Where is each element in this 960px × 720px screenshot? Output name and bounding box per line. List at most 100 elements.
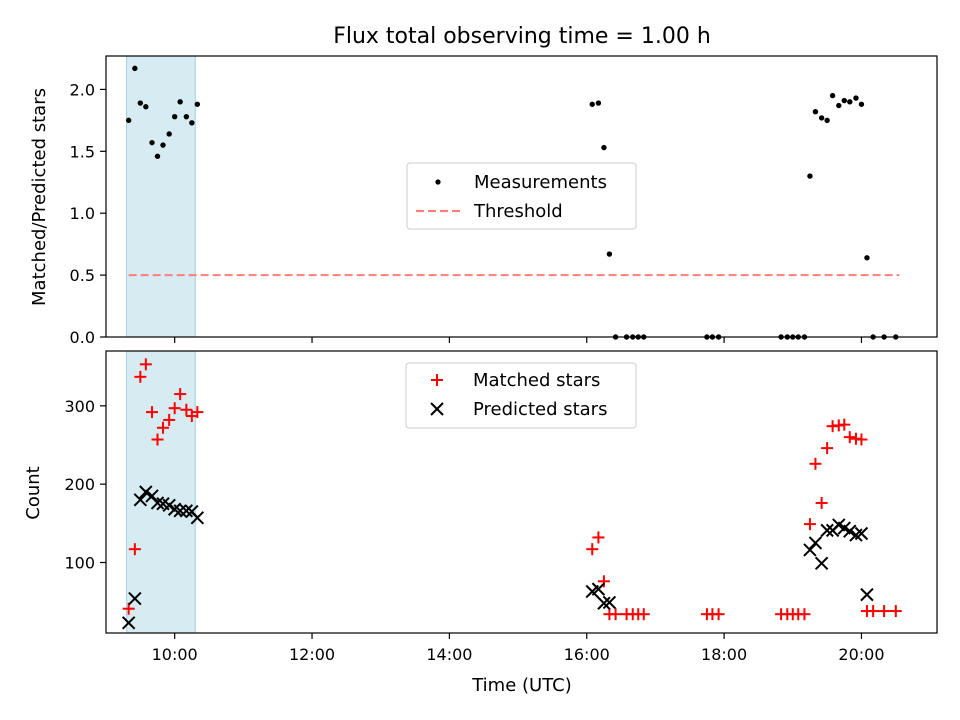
axes-frame	[105, 350, 938, 634]
series-measurements	[125, 65, 899, 340]
predicted-star-point	[597, 596, 611, 610]
top-y-axis-label: Matched/Predicted stars	[29, 88, 50, 306]
matched-star-point	[146, 406, 159, 419]
measurement-point	[149, 139, 155, 146]
measurement-point	[171, 113, 178, 120]
measurement-point	[606, 251, 613, 257]
matched-star-point	[878, 605, 891, 618]
measurement-point	[183, 113, 190, 120]
matched-star-point	[597, 575, 610, 588]
predicted-star-point	[860, 587, 874, 602]
legend-predicted-marker	[430, 402, 444, 416]
matched-star-point	[139, 358, 152, 371]
chart-title: Flux total observing time = 1.00 h	[333, 24, 711, 49]
matched-star-point	[815, 496, 828, 509]
predicted-star-point	[173, 504, 187, 518]
predicted-star-point	[150, 496, 165, 510]
y-tick-label: 2.0	[70, 80, 95, 99]
legend-matched-marker	[431, 374, 443, 386]
measurement-point	[853, 95, 859, 101]
observing-window-span	[126, 350, 196, 634]
matched-star-point	[855, 433, 868, 446]
measurement-point	[194, 101, 201, 107]
measurement-point	[125, 117, 132, 124]
measurement-point	[864, 255, 870, 261]
matched-star-point	[821, 442, 834, 455]
legend-measurements-label: Measurements	[474, 172, 607, 193]
x-tick-label: 14:00	[426, 645, 472, 664]
predicted-star-point	[128, 591, 142, 606]
top-legend: Measurements Threshold	[406, 162, 637, 230]
matched-star-point	[712, 608, 725, 621]
measurement-point	[847, 99, 853, 105]
legend-threshold-label: Threshold	[473, 201, 563, 222]
matched-star-point	[838, 418, 851, 431]
y-tick-label: 0.0	[70, 328, 95, 347]
measurement-point	[177, 99, 183, 105]
measurement-point	[166, 131, 172, 137]
matched-star-point	[586, 543, 599, 556]
measurement-point	[595, 100, 602, 106]
measurement-point	[132, 65, 138, 72]
matched-star-point	[191, 406, 204, 419]
matched-star-point	[637, 608, 650, 621]
bottom-panel: 10:00 12:00 14:00 16:00 18:00 20:00 100 200 300	[64, 350, 938, 664]
measurement-point	[143, 104, 149, 110]
axes-frame	[105, 55, 938, 338]
predicted-star-point	[843, 524, 857, 538]
measurement-point	[137, 100, 144, 106]
top-panel: 0.0 0.5 1.0 1.5 2.0	[70, 55, 938, 347]
measurement-point	[812, 109, 819, 115]
bottom-legend-box	[405, 362, 637, 429]
matched-star-point	[803, 518, 816, 531]
matched-star-point	[163, 413, 176, 426]
matched-star-point	[168, 402, 181, 415]
measurement-point	[189, 120, 195, 126]
y-tick-label: 0.5	[70, 266, 95, 285]
y-tick-label: 1.5	[70, 142, 95, 161]
matched-star-point	[809, 457, 822, 470]
matched-star-point	[174, 388, 187, 401]
legend-measurements-marker	[435, 179, 441, 185]
matched-star-point	[609, 608, 622, 621]
predicted-star-point	[814, 556, 829, 570]
y-tick-label: 300	[64, 397, 95, 416]
measurement-point	[154, 153, 161, 159]
predicted-star-point	[808, 536, 823, 550]
matched-star-point	[134, 370, 147, 383]
x-tick-label: 12:00	[289, 645, 335, 664]
matched-star-point	[889, 605, 902, 618]
predicted-star-point	[803, 543, 817, 557]
measurement-point	[160, 142, 166, 148]
predicted-star-point	[190, 511, 205, 525]
matched-star-point	[843, 431, 856, 444]
measurement-point	[807, 173, 813, 179]
bottom-y-axis-label: Count	[23, 466, 44, 519]
series-predicted-stars	[121, 485, 874, 630]
x-tick-label: 10:00	[152, 645, 198, 664]
bottom-legend: Matched stars Predicted stars	[405, 362, 637, 429]
measurement-point	[824, 117, 830, 124]
x-tick-label: 16:00	[564, 645, 610, 664]
matched-star-point	[798, 608, 811, 621]
top-legend-box	[406, 162, 637, 230]
predicted-star-point	[121, 616, 136, 630]
legend-predicted-label: Predicted stars	[473, 399, 607, 420]
x-axis-label: Time (UTC)	[471, 675, 572, 696]
legend-matched-label: Matched stars	[473, 370, 600, 391]
observing-window-span	[126, 55, 196, 338]
measurement-point	[601, 144, 607, 151]
predicted-star-point	[820, 523, 834, 538]
x-tick-label: 18:00	[701, 645, 747, 664]
matched-star-point	[592, 531, 605, 544]
predicted-star-point	[591, 582, 606, 596]
measurement-point	[858, 101, 865, 107]
measurement-point	[841, 97, 847, 104]
measurement-point	[589, 101, 595, 107]
predicted-star-point	[179, 504, 194, 518]
measurement-point	[829, 92, 836, 99]
y-tick-label: 100	[64, 554, 95, 573]
matched-star-point	[180, 403, 193, 416]
y-tick-label: 1.0	[70, 204, 95, 223]
